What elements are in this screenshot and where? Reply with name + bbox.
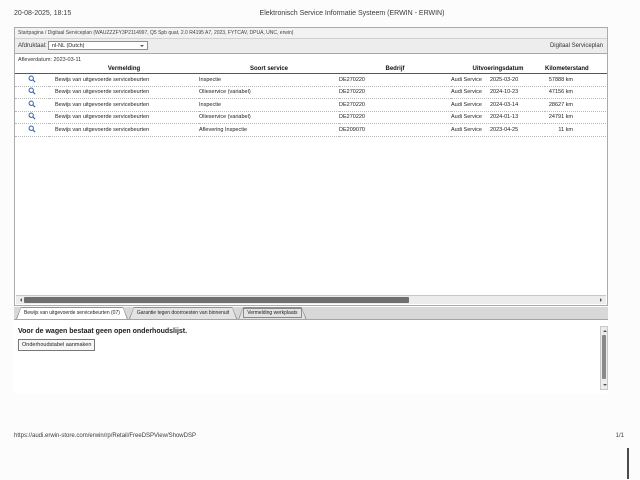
scroll-down-icon[interactable] xyxy=(603,384,607,388)
print-title: Elektronisch Service Informatie Systeem … xyxy=(259,10,445,17)
uitvoerder: Audi Service xyxy=(451,114,482,121)
digitaal-serviceplan-title: Digitaal Serviceplan xyxy=(549,43,603,49)
uitvoeringsdatum: 2025-03-20 xyxy=(490,76,519,83)
column-header-kilometerstand: Kilometerstand xyxy=(545,64,607,74)
print-datetime: 20-08-2025, 18:15 xyxy=(14,10,72,17)
cell-vermelding: Bewijs van uitgevoerde servicebeurten xyxy=(49,111,199,124)
cell-kilometerstand: 24791 km xyxy=(545,111,607,124)
tab-strip: Bewijs van uitgevoerde servicebeurten (0… xyxy=(14,307,608,320)
cell-kilometerstand: 28627 km xyxy=(545,98,607,112)
footer-page-number: 1/1 xyxy=(615,433,624,439)
toolbar: Afdruktaal: nl-NL (Dutch) Digitaal Servi… xyxy=(15,39,607,54)
column-header-uitvoeringsdatum: Uitvoeringsdatum xyxy=(451,64,545,74)
tab-label: Vermelding werkplaats xyxy=(243,308,301,318)
service-history-table: Vermelding Soort service Bedrijf Uitvoer… xyxy=(15,64,607,137)
uitvoeringsdatum: 2024-03-14 xyxy=(490,101,519,108)
erwin-content-frame: Startpagina / Digitaal Serviceplan (WAUZ… xyxy=(14,27,608,306)
horizontal-scrollbar-thumb[interactable] xyxy=(24,297,409,303)
horizontal-scrollbar[interactable] xyxy=(16,295,606,304)
cell-vermelding: Bewijs van uitgevoerde servicebeurten xyxy=(49,98,199,112)
cell-bedrijf: DE270220 xyxy=(339,98,451,112)
magnifier-icon[interactable] xyxy=(28,75,36,83)
magnifier-icon[interactable] xyxy=(28,125,36,133)
cell-kilometerstand: 57888 km xyxy=(545,73,607,87)
cell-bedrijf: DE209070 xyxy=(339,123,451,137)
uitvoerder: Audi Service xyxy=(451,101,482,108)
print-language-value: nl-NL (Dutch) xyxy=(52,43,85,49)
uitvoeringsdatum: 2024-01-13 xyxy=(490,114,519,121)
cell-kilometerstand: 11 km xyxy=(545,123,607,137)
column-header-icon xyxy=(15,64,49,74)
footer-url: https://audi.erwin-store.com/erwin/rp/Re… xyxy=(14,433,196,439)
delivery-date-value: 2023-03-11 xyxy=(53,57,82,63)
table-row: Bewijs van uitgevoerde servicebeurten In… xyxy=(15,73,607,87)
cell-vermelding: Bewijs van uitgevoerde servicebeurten xyxy=(49,123,199,137)
cell-bedrijf: DE270220 xyxy=(339,86,451,99)
magnifier-icon[interactable] xyxy=(28,87,36,95)
table-header-row: Vermelding Soort service Bedrijf Uitvoer… xyxy=(15,64,607,74)
cell-bedrijf: DE270220 xyxy=(339,111,451,124)
cell-uitvoeringsdatum: Audi Service 2024-03-14 xyxy=(451,98,545,112)
cell-uitvoeringsdatum: Audi Service 2024-01-13 xyxy=(451,111,545,124)
print-language-select[interactable]: nl-NL (Dutch) xyxy=(48,41,148,50)
table-row: Bewijs van uitgevoerde servicebeurten Ol… xyxy=(15,86,607,99)
tab-bewijs-servicebeurten[interactable]: Bewijs van uitgevoerde servicebeurten (0… xyxy=(16,307,128,319)
no-open-maintenance-message: Voor de wagen bestaat geen open onderhou… xyxy=(18,328,188,335)
cell-kilometerstand: 47156 km xyxy=(545,86,607,99)
tab-label: Garantie tegen doorroesten van binnenuit xyxy=(136,310,230,316)
tab-label: Bewijs van uitgevoerde servicebeurten (0… xyxy=(24,310,120,316)
print-language-label: Afdruktaal: xyxy=(18,43,47,49)
cell-soort-service: Olieservice (variabel) xyxy=(199,86,339,99)
breadcrumb[interactable]: Startpagina / Digitaal Serviceplan (WAUZ… xyxy=(15,28,607,39)
cell-vermelding: Bewijs van uitgevoerde servicebeurten xyxy=(49,86,199,99)
create-maintenance-table-button[interactable]: Onderhoudstabel aanmaken xyxy=(18,339,96,351)
column-header-bedrijf: Bedrijf xyxy=(339,64,451,74)
uitvoerder: Audi Service xyxy=(451,76,482,83)
cell-uitvoeringsdatum: Audi Service 2024-10-23 xyxy=(451,86,545,99)
cell-uitvoeringsdatum: Audi Service 2025-03-20 xyxy=(451,73,545,87)
cell-soort-service: Olieservice (variabel) xyxy=(199,111,339,124)
cell-vermelding: Bewijs van uitgevoerde servicebeurten xyxy=(49,73,199,87)
service-history-table-wrap: Vermelding Soort service Bedrijf Uitvoer… xyxy=(15,64,607,137)
uitvoerder: Audi Service xyxy=(451,126,482,133)
uitvoeringsdatum: 2023-04-25 xyxy=(490,126,519,133)
tab-vermelding-werkplaats[interactable]: Vermelding werkplaats xyxy=(238,307,306,319)
delivery-date-label: Afleverdatum: xyxy=(18,57,52,63)
scan-artifact-line xyxy=(627,448,629,479)
cell-soort-service: Inspectie xyxy=(199,98,339,112)
table-row: Bewijs van uitgevoerde servicebeurten In… xyxy=(15,98,607,112)
scroll-right-icon[interactable] xyxy=(600,298,604,302)
column-header-vermelding: Vermelding xyxy=(49,64,199,74)
magnifier-icon[interactable] xyxy=(28,100,36,108)
cell-soort-service: Inspectie xyxy=(199,73,339,87)
column-header-soort-service: Soort service xyxy=(199,64,339,74)
chevron-down-icon xyxy=(140,45,144,49)
table-row: Bewijs van uitgevoerde servicebeurten Ol… xyxy=(15,111,607,124)
scroll-left-icon[interactable] xyxy=(18,298,22,302)
vertical-scrollbar-thumb[interactable] xyxy=(602,335,606,379)
vertical-scrollbar[interactable] xyxy=(600,326,608,390)
scroll-up-icon[interactable] xyxy=(603,328,607,332)
table-row: Bewijs van uitgevoerde servicebeurten Af… xyxy=(15,123,607,137)
uitvoerder: Audi Service xyxy=(451,89,482,96)
cell-soort-service: Aflevering Inspectie xyxy=(199,123,339,137)
tab-garantie-doorroesten[interactable]: Garantie tegen doorroesten van binnenuit xyxy=(129,307,237,319)
cell-bedrijf: DE270220 xyxy=(339,73,451,87)
uitvoeringsdatum: 2024-10-23 xyxy=(490,89,519,96)
delivery-date: Afleverdatum: 2023-03-11 xyxy=(15,54,607,64)
magnifier-icon[interactable] xyxy=(28,112,36,120)
maintenance-panel: Voor de wagen bestaat geen open onderhou… xyxy=(14,320,608,394)
cell-uitvoeringsdatum: Audi Service 2023-04-25 xyxy=(451,123,545,137)
